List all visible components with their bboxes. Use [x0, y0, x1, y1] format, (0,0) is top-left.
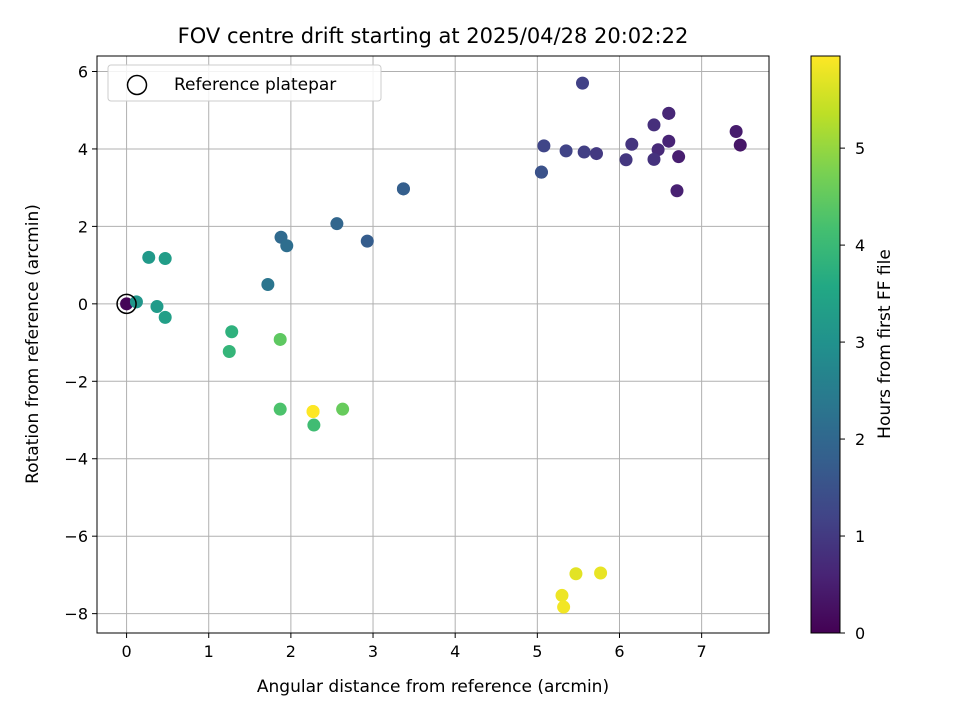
x-tick-label: 5	[532, 642, 542, 661]
data-point	[729, 125, 743, 139]
data-point	[662, 134, 676, 148]
legend-marker-reference	[126, 74, 148, 96]
x-tick-label: 1	[204, 642, 214, 661]
colorbar-tick-label: 2	[855, 430, 865, 449]
x-tick-label: 2	[286, 642, 296, 661]
data-point	[142, 250, 156, 264]
data-point	[619, 153, 633, 167]
data-point	[733, 138, 747, 152]
data-point	[396, 182, 410, 196]
y-tick-label: 0	[78, 295, 88, 314]
reference-marker	[116, 293, 137, 315]
legend-box	[107, 64, 382, 102]
y-tick-label: −2	[64, 372, 88, 391]
y-tick-label: −4	[64, 450, 88, 469]
data-point	[559, 144, 573, 158]
data-point	[306, 404, 320, 418]
axes-frame	[96, 55, 770, 634]
legend-label-reference: Reference platepar	[174, 75, 336, 95]
x-tick-label: 6	[614, 642, 624, 661]
data-point	[222, 344, 236, 358]
data-point	[594, 566, 608, 580]
colorbar-tick-label: 5	[855, 139, 865, 158]
data-point	[273, 402, 287, 416]
data-point	[589, 147, 603, 161]
data-point	[307, 418, 321, 432]
data-point	[576, 76, 590, 90]
data-point	[360, 234, 374, 248]
x-tick-label: 0	[121, 642, 131, 661]
data-point	[158, 252, 172, 266]
data-point	[158, 310, 172, 324]
colorbar: 0 1 2 3 4 5	[810, 55, 865, 643]
data-point	[557, 600, 571, 614]
colorbar-tick-label: 3	[855, 333, 865, 352]
y-tick-label: −8	[64, 605, 88, 624]
data-point	[225, 325, 239, 339]
y-tick-label: −6	[64, 527, 88, 546]
data-point	[647, 152, 661, 166]
y-tick-label: 2	[78, 217, 88, 236]
data-point	[569, 567, 583, 581]
data-point	[537, 139, 551, 153]
colorbar-tick-label: 4	[855, 236, 865, 255]
data-point	[672, 150, 686, 164]
colorbar-tick-label: 1	[855, 527, 865, 546]
data-point	[120, 297, 134, 311]
data-point	[670, 184, 684, 198]
data-point	[280, 239, 294, 253]
plot-area: 0 1 2 3 4 5 6 7 −8 −6 −4 −2 0 2 4 6	[64, 55, 770, 661]
x-tick-label: 7	[697, 642, 707, 661]
data-point	[625, 137, 639, 151]
data-point	[261, 277, 275, 291]
data-point	[150, 300, 164, 314]
y-axis-label: Rotation from reference (arcmin)	[23, 204, 43, 484]
data-point	[662, 106, 676, 120]
colorbar-tick-label: 0	[855, 624, 865, 643]
data-point	[647, 118, 661, 132]
data-point	[555, 588, 569, 602]
data-point	[336, 402, 350, 416]
data-point	[330, 217, 344, 231]
colorbar-gradient	[810, 55, 841, 634]
data-point	[534, 165, 548, 179]
x-tick-label: 4	[450, 642, 460, 661]
data-point	[577, 145, 591, 159]
colorbar-label: Hours from first FF file	[875, 249, 895, 439]
x-axis-label: Angular distance from reference (arcmin)	[257, 677, 609, 697]
legend: Reference platepar	[107, 64, 382, 102]
y-tick-label: 4	[78, 140, 88, 159]
data-point	[273, 332, 287, 346]
chart-title: FOV centre drift starting at 2025/04/28 …	[178, 24, 689, 48]
x-tick-label: 3	[368, 642, 378, 661]
y-tick-label: 6	[78, 62, 88, 81]
